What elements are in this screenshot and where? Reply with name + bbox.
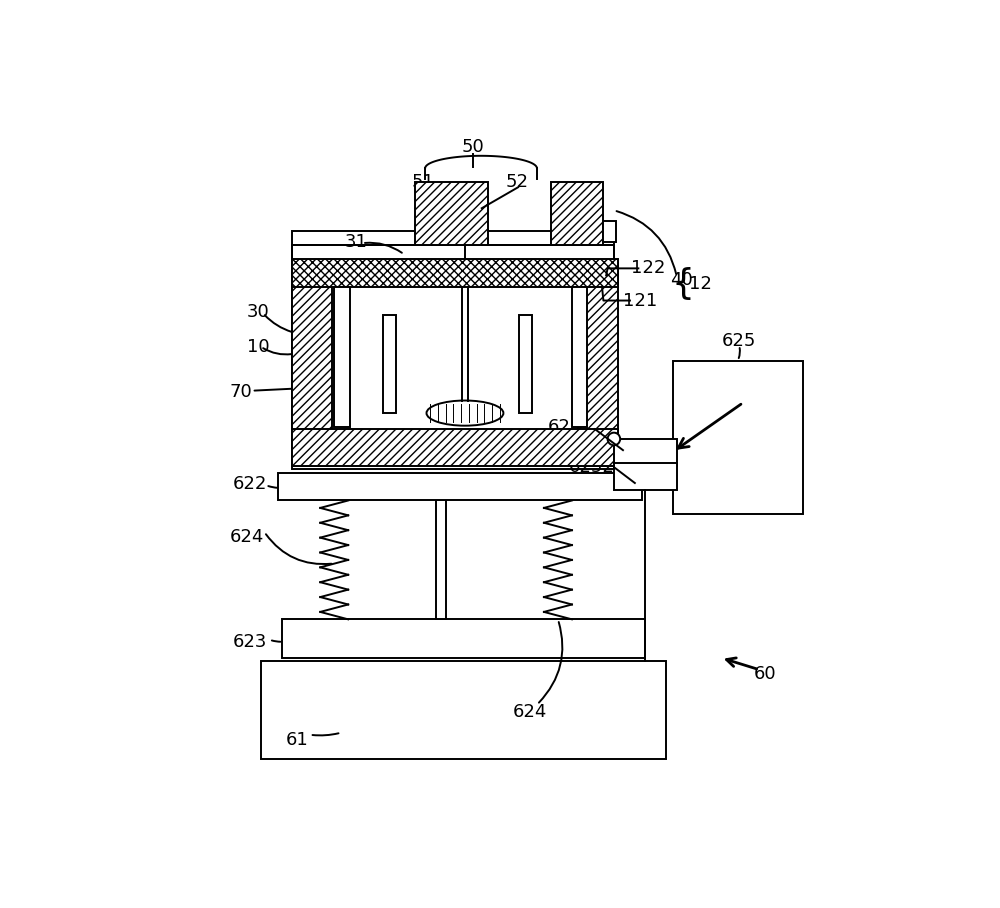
Bar	[292, 262, 332, 466]
Text: 622: 622	[233, 475, 267, 493]
Text: 12: 12	[689, 275, 712, 292]
Bar	[673, 360, 803, 515]
Text: 60: 60	[754, 665, 776, 683]
Text: 61: 61	[285, 731, 308, 748]
Text: 6252: 6252	[568, 458, 614, 476]
Bar	[261, 661, 666, 759]
Text: 122: 122	[631, 260, 666, 277]
Bar	[383, 315, 396, 413]
Text: 50: 50	[461, 138, 484, 156]
Text: 624: 624	[229, 528, 264, 546]
Text: 40: 40	[670, 271, 693, 290]
Text: 52: 52	[506, 173, 529, 192]
Bar	[278, 472, 642, 500]
Text: 6251: 6251	[547, 418, 593, 436]
Bar	[292, 260, 618, 287]
Text: 70: 70	[229, 383, 252, 401]
Bar	[436, 500, 446, 619]
Bar	[572, 287, 587, 427]
Text: 10: 10	[247, 338, 269, 356]
Circle shape	[608, 433, 620, 445]
Bar	[282, 619, 645, 657]
Bar	[578, 262, 618, 466]
Text: 625: 625	[722, 332, 757, 350]
Bar	[519, 315, 532, 413]
Bar	[603, 221, 616, 242]
Bar	[614, 439, 677, 466]
Text: {: {	[672, 267, 695, 301]
Text: 30: 30	[247, 302, 270, 321]
Text: 51: 51	[411, 173, 434, 192]
Text: 623: 623	[233, 633, 267, 651]
Text: 624: 624	[512, 703, 547, 721]
Text: 31: 31	[345, 232, 368, 251]
Bar	[551, 183, 603, 245]
Bar	[292, 429, 618, 466]
Bar	[292, 245, 614, 469]
Text: 121: 121	[623, 291, 657, 310]
Bar	[614, 463, 677, 490]
Bar	[415, 183, 488, 245]
Bar	[292, 232, 614, 245]
Bar	[334, 287, 350, 427]
